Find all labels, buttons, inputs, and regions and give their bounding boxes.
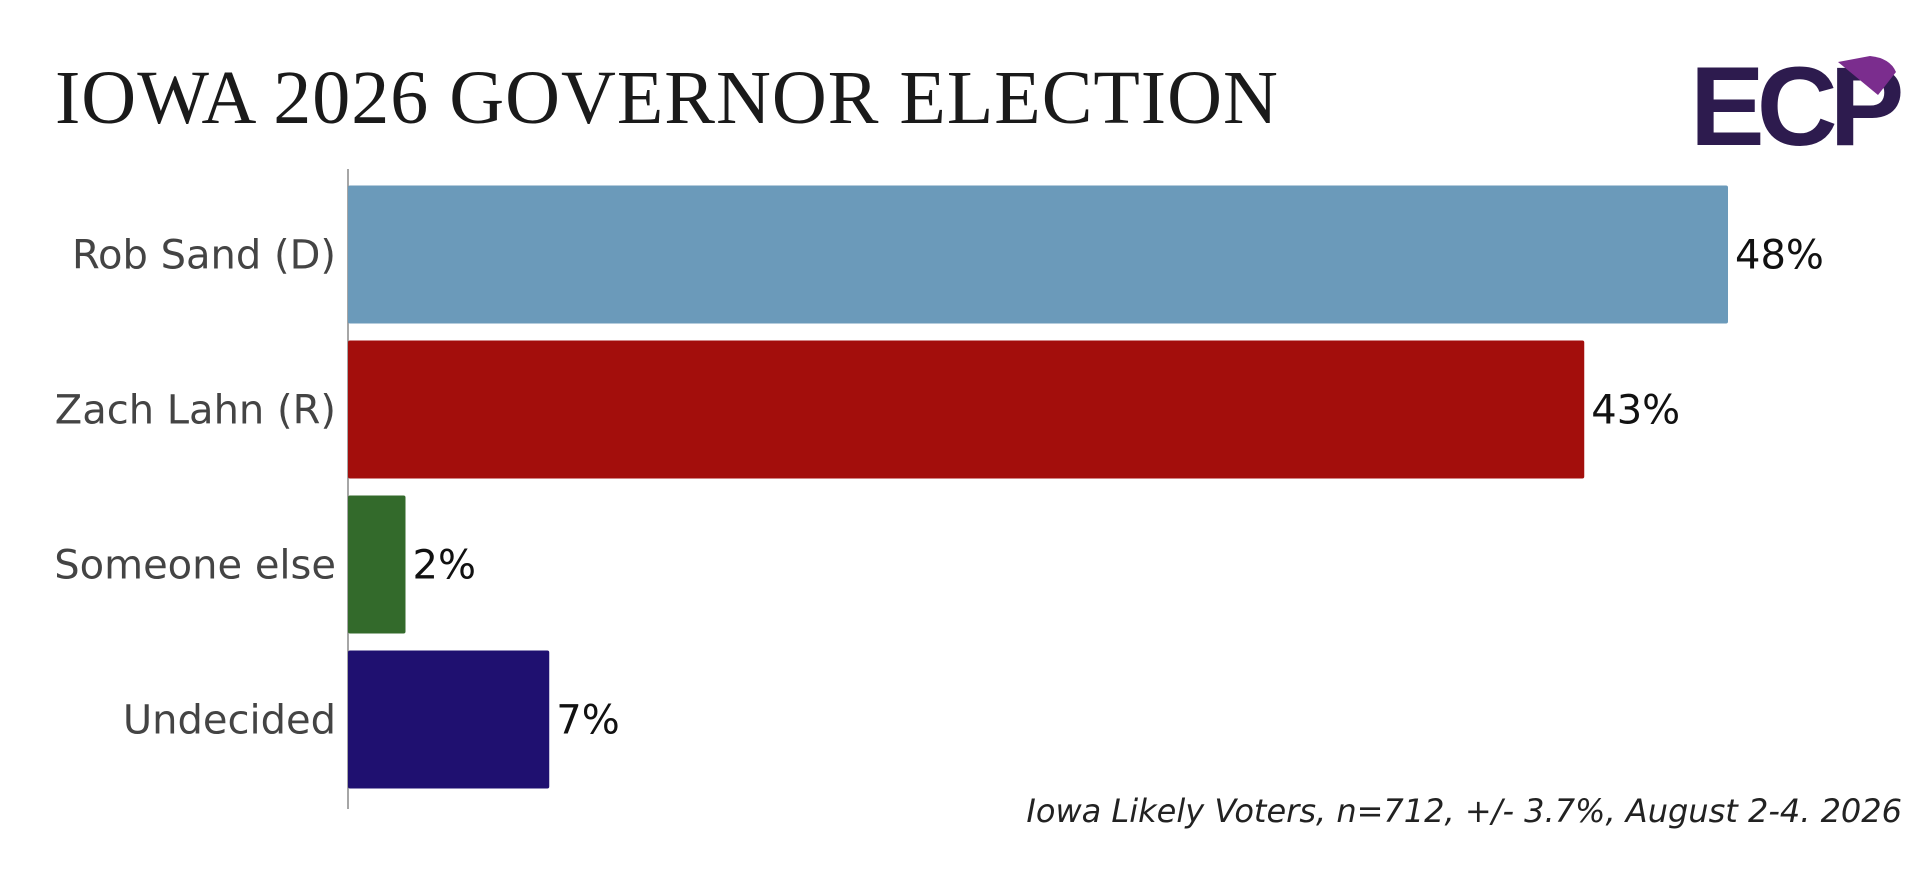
chart-title: IOWA 2026 GOVERNOR ELECTION: [55, 56, 1279, 140]
bar: [348, 495, 406, 634]
value-label: 7%: [556, 698, 619, 744]
bar: [348, 650, 550, 789]
logo-accent: [1838, 56, 1896, 95]
bar: [348, 185, 1728, 324]
footnote: Iowa Likely Voters, n=712, +/- 3.7%, Aug…: [1026, 792, 1902, 830]
value-label: 43%: [1591, 388, 1680, 434]
category-label: Undecided: [123, 698, 336, 744]
value-label: 2%: [413, 543, 476, 589]
value-label: 48%: [1735, 233, 1824, 279]
category-label: Zach Lahn (R): [55, 388, 336, 434]
bar: [348, 340, 1585, 479]
category-label: Someone else: [54, 543, 336, 589]
category-label: Rob Sand (D): [72, 233, 336, 279]
logo: ECP: [1690, 44, 1909, 169]
